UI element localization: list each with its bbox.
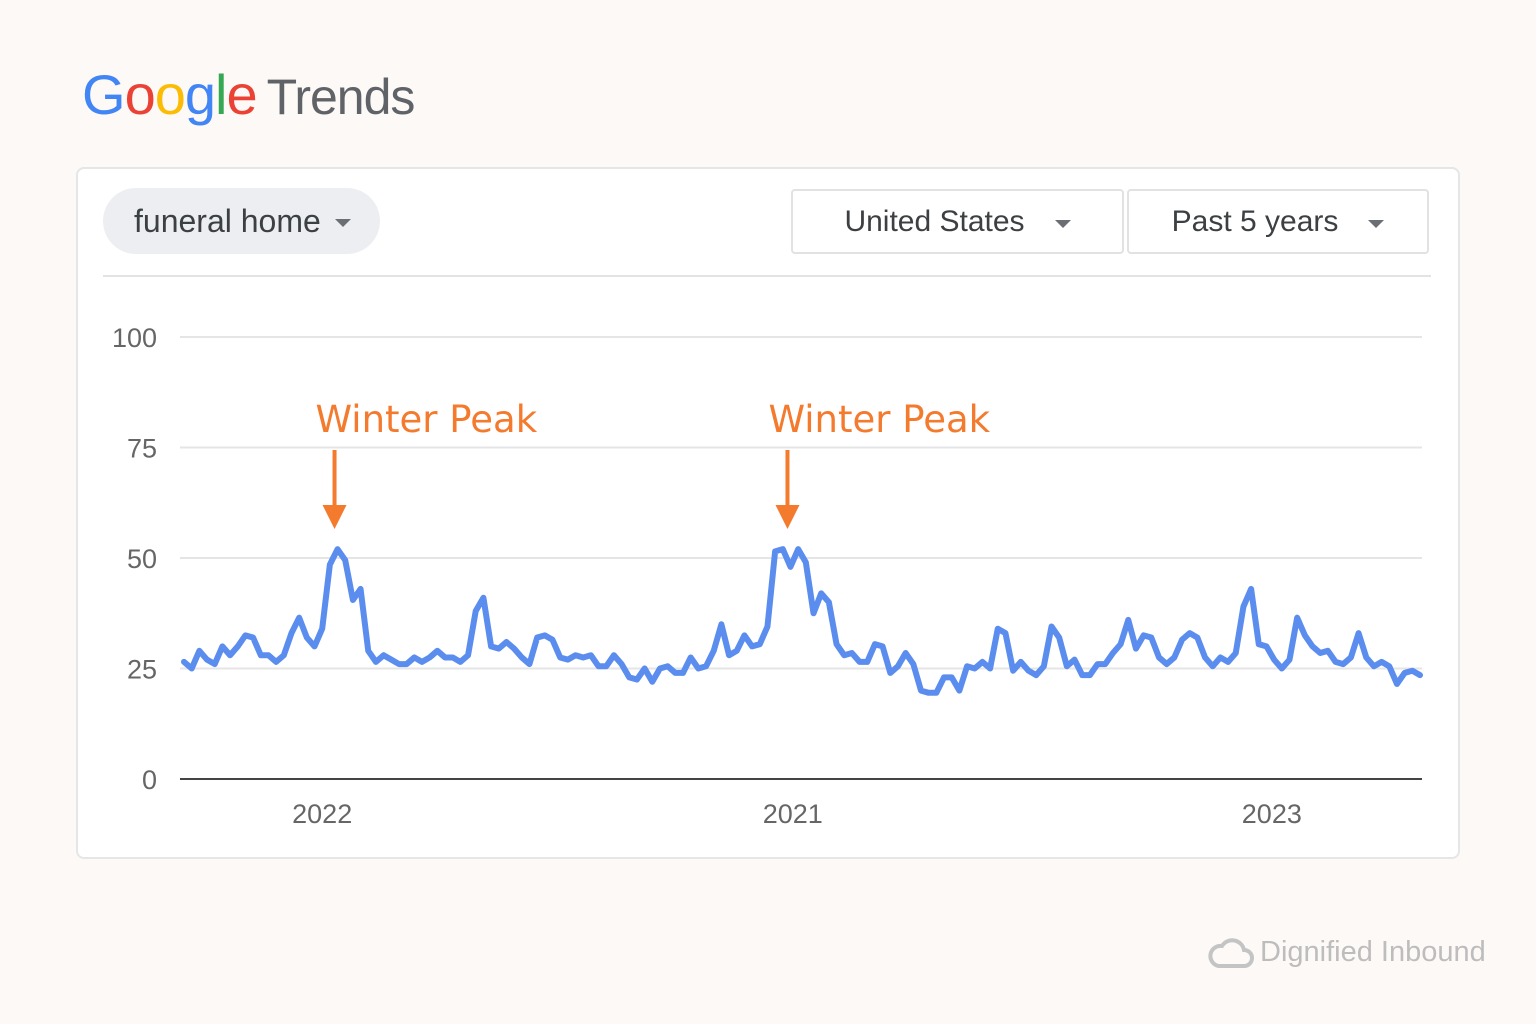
- watermark: Dignified Inbound: [1208, 935, 1486, 969]
- watermark-text: Dignified Inbound: [1260, 935, 1486, 968]
- trend-line: [181, 546, 1423, 696]
- logo-letter: g: [184, 63, 216, 126]
- search-term-chip[interactable]: funeral home: [103, 188, 380, 254]
- caret-down-icon: [1368, 219, 1385, 228]
- y-tick-label: 100: [112, 323, 157, 353]
- x-tick-label: 2023: [1242, 799, 1302, 829]
- y-tick-label: 75: [127, 434, 157, 464]
- caret-down-icon: [1054, 219, 1071, 228]
- time-range-dropdown[interactable]: Past 5 years: [1127, 189, 1429, 254]
- time-range-value: Past 5 years: [1171, 204, 1339, 238]
- search-term-label: funeral home: [134, 202, 321, 239]
- header-divider: [103, 275, 1431, 277]
- y-tick-label: 0: [142, 765, 157, 795]
- x-tick-label: 2021: [763, 799, 823, 829]
- google-trends-logo: Google Trends: [82, 62, 416, 127]
- region-dropdown[interactable]: United States: [791, 189, 1124, 254]
- trends-wordmark: Trends: [266, 69, 416, 125]
- x-tick-label: 2022: [292, 799, 352, 829]
- logo-letter: e: [226, 63, 257, 126]
- trends-card: [76, 167, 1460, 859]
- logo-letter: l: [215, 63, 227, 126]
- cloud-icon: [1208, 938, 1254, 968]
- caret-down-icon: [334, 219, 351, 227]
- annotation-label: Winter Peak: [316, 398, 538, 441]
- logo-letter: o: [154, 63, 186, 126]
- y-tick-label: 25: [127, 655, 157, 685]
- logo-letter: G: [82, 63, 126, 126]
- annotation-label: Winter Peak: [768, 398, 990, 441]
- google-wordmark: Google: [82, 63, 258, 126]
- y-tick-label: 50: [127, 544, 157, 574]
- logo-letter: o: [124, 63, 156, 126]
- arrow-down-icon: [322, 505, 347, 529]
- region-value: United States: [844, 204, 1025, 238]
- arrow-down-icon: [775, 505, 800, 529]
